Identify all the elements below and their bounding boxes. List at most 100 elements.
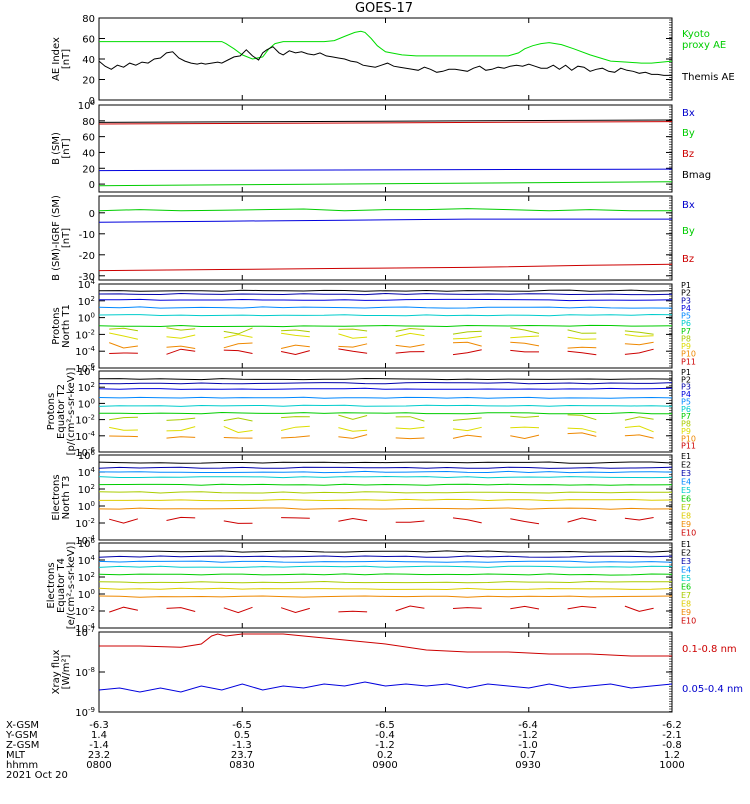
- panel-2: 0 20 40 60 80 100 B (SM) [nT] Bx By Bz Bmag: [51, 99, 711, 193]
- y-tick-label: 10-9: [75, 706, 95, 719]
- channel-P9: [510, 434, 540, 440]
- y-tick-label: 106: [78, 537, 96, 550]
- channel-E9: [452, 517, 482, 524]
- channel-P7: [510, 415, 540, 418]
- legend-P1: P1: [681, 368, 691, 377]
- y-tick-label: 100: [78, 588, 95, 601]
- channel-P7: [223, 417, 253, 422]
- channel-E1: [98, 550, 673, 553]
- channel-P8: [109, 426, 138, 431]
- channel-P8: [510, 426, 540, 429]
- legend-kyoto: Kyoto: [682, 29, 710, 40]
- channel-P9: [109, 342, 138, 349]
- ephemeris-value: 0900: [372, 760, 397, 771]
- legend-P11: P11: [681, 442, 696, 451]
- y-axis-label: Protons: [46, 393, 57, 430]
- y-axis-label: AE Index: [51, 37, 62, 81]
- channel-E7: [99, 498, 673, 502]
- legend-E10: E10: [681, 529, 696, 538]
- channel-P7: [281, 329, 310, 333]
- series-themis-ae: [98, 46, 672, 76]
- y-tick-label: 60: [82, 35, 95, 46]
- channel-E6: [98, 580, 673, 584]
- panel-frame: [98, 17, 673, 101]
- y-tick-label: 0: [89, 96, 95, 107]
- channel-P8: [281, 332, 310, 338]
- channel-P4: [98, 306, 673, 309]
- channel-E3: [98, 560, 673, 563]
- legend-E3: E3: [681, 469, 691, 478]
- series-bx: [98, 168, 673, 172]
- ephemeris-value: 0800: [86, 760, 111, 771]
- channel-P9: [166, 436, 196, 439]
- y-tick-label: 100: [78, 312, 95, 325]
- legend-E6: E6: [681, 583, 691, 592]
- channel-P9: [223, 342, 253, 349]
- channel-P9: [166, 345, 196, 349]
- legend-P9: P9: [681, 427, 691, 436]
- legend-P1: P1: [681, 281, 691, 290]
- legend-0-1-0-8-nm: 0.1-0.8 nm: [682, 644, 737, 655]
- channel-P9: [452, 434, 482, 439]
- y-axis-label: B (SM)-IGRF (SM): [51, 195, 62, 281]
- legend-E4: E4: [681, 478, 691, 487]
- y-tick-label: 102: [78, 483, 95, 496]
- channel-P8: [280, 425, 310, 431]
- channel-E9: [567, 605, 597, 610]
- channel-P8: [395, 426, 425, 430]
- channel-E9: [280, 607, 310, 614]
- y-tick-label: 80: [82, 14, 95, 25]
- y-tick-label: 100: [78, 397, 95, 410]
- panel-frame: [98, 195, 673, 281]
- channel-P2: [98, 292, 673, 296]
- y-axis-label: Equator T4: [56, 558, 67, 613]
- ephemeris-value: -1.2: [375, 740, 395, 751]
- channel-E9: [109, 606, 139, 613]
- channel-P2: [98, 381, 673, 385]
- legend-E7: E7: [681, 503, 691, 512]
- panel-frame: [98, 542, 673, 629]
- ephemeris-value: 1.2: [664, 750, 680, 761]
- legend-E1: E1: [681, 540, 691, 549]
- channel-P7: [109, 416, 138, 421]
- ephemeris-value: -1.0: [518, 740, 538, 751]
- channel-E9: [624, 517, 654, 521]
- legend-P5: P5: [681, 312, 691, 321]
- channel-P8: [109, 332, 139, 340]
- channel-P9: [338, 434, 368, 439]
- legend-P6: P6: [681, 319, 691, 328]
- series-kyoto-proxy-ae: [99, 30, 673, 64]
- y-tick-label: 10-2: [75, 328, 95, 341]
- series-bz: [98, 121, 673, 125]
- legend-E6: E6: [681, 495, 691, 504]
- legend-P11: P11: [681, 357, 696, 366]
- channel-E9: [510, 518, 540, 525]
- channel-P7: [109, 327, 138, 332]
- legend-P5: P5: [681, 397, 691, 406]
- channel-P7: [281, 416, 310, 419]
- ephemeris-value: -1.4: [89, 740, 109, 751]
- ephemeris-value: -6.3: [89, 720, 109, 731]
- legend-E2: E2: [681, 549, 691, 558]
- legend-E2: E2: [681, 461, 691, 470]
- y-axis-label: [nT]: [61, 228, 72, 248]
- channel-P5: [98, 404, 673, 407]
- channel-E9: [338, 517, 368, 522]
- channel-E2: [98, 555, 673, 558]
- channel-P7: [567, 414, 597, 421]
- legend-E5: E5: [681, 486, 691, 495]
- channel-P9: [223, 437, 253, 439]
- legend-P7: P7: [681, 327, 691, 336]
- y-tick-label: -30: [79, 272, 95, 283]
- y-axis-label: [nT]: [61, 49, 72, 69]
- series-bx: [98, 218, 672, 223]
- y-tick-label: 102: [78, 295, 95, 308]
- legend-P9: P9: [681, 342, 691, 351]
- ephemeris-row-label: X-GSM: [6, 720, 39, 731]
- channel-P8: [452, 335, 482, 340]
- y-tick-label: 40: [82, 55, 95, 66]
- y-tick-label: 10-2: [75, 414, 95, 427]
- panel-5: 10-6 10-4 10-2 100 102 104 Protons Equator T2 [p…: [46, 365, 696, 459]
- y-tick-label: 104: [78, 554, 96, 567]
- y-tick-label: 102: [78, 381, 95, 394]
